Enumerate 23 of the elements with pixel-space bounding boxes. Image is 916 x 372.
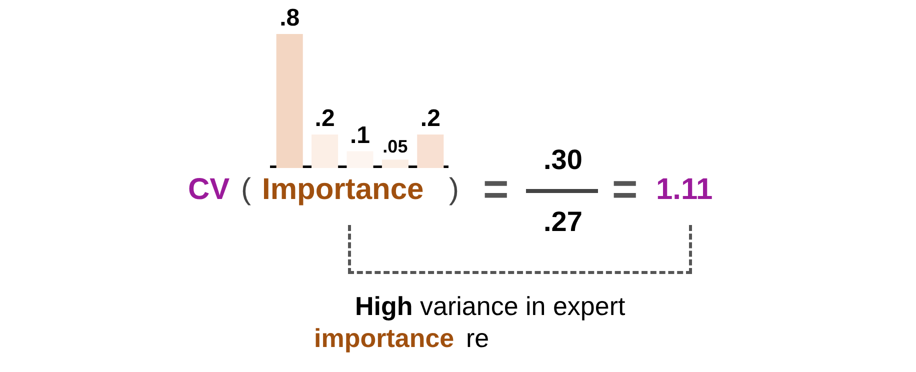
text: = — [612, 165, 638, 214]
data-label: .05 — [382, 136, 408, 157]
data-label: .2 — [314, 105, 335, 132]
data-label: .8 — [280, 4, 300, 32]
text: ( — [241, 173, 251, 206]
text: importance — [314, 323, 454, 353]
data-label: .1 — [350, 122, 370, 149]
text: .30 — [542, 144, 584, 175]
bar — [276, 34, 303, 168]
bar — [417, 134, 444, 168]
text: High — [355, 291, 413, 321]
text: 1.11 — [656, 173, 713, 206]
text: variance in expert — [420, 291, 626, 321]
bar — [346, 151, 374, 168]
text: ) — [449, 173, 459, 206]
bar — [382, 160, 408, 168]
data-label: .2 — [420, 105, 440, 132]
text: Importance — [262, 173, 424, 206]
text: .27 — [542, 206, 584, 237]
text: CV — [188, 173, 230, 206]
bar — [312, 134, 338, 168]
text: = — [483, 165, 509, 214]
text: re — [466, 323, 490, 353]
